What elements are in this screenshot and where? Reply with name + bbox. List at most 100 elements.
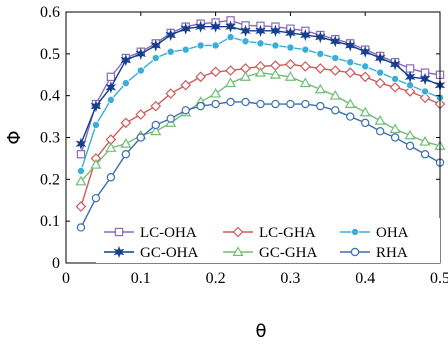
data-point-gc-oha [225, 20, 236, 33]
data-point-rha [405, 141, 415, 151]
legend-marker [232, 226, 244, 238]
legend-item-gc-oha: GC-OHA [104, 245, 198, 261]
data-point-lc-gha [314, 63, 326, 74]
data-point-gc-oha [75, 137, 87, 150]
data-point-oha [76, 166, 85, 175]
data-point-rha [91, 193, 101, 203]
data-point-lc-gha [285, 58, 296, 70]
x-tick-label: 0.3 [280, 270, 300, 287]
data-point-lc-gha [120, 117, 132, 129]
data-point-oha [196, 41, 205, 50]
data-point-gc-oha [120, 53, 132, 67]
data-point-gc-oha [210, 20, 221, 33]
data-point-rha [331, 106, 340, 115]
data-point-gc-oha [135, 47, 147, 60]
data-point-gc-oha [315, 30, 326, 44]
data-point-rha [420, 150, 430, 159]
data-point-gc-oha [255, 24, 266, 37]
legend-marker [113, 245, 125, 259]
series-lc-oha [76, 16, 445, 159]
data-point-oha [391, 74, 400, 83]
series-rha [76, 97, 445, 232]
legend-marker [232, 246, 244, 256]
legend-label: OHA [376, 225, 409, 241]
data-point-lc-oha [76, 150, 86, 159]
data-point-gc-oha [270, 24, 281, 37]
data-point-oha [316, 49, 325, 58]
legend-item-lc-oha: LC-OHA [104, 225, 197, 241]
data-point-rha [151, 120, 160, 130]
data-point-gc-oha [165, 28, 177, 42]
data-point-rha [375, 127, 385, 136]
data-point-rha [301, 99, 310, 109]
data-point-gc-gha [404, 129, 416, 140]
x-axis-label: θ [255, 321, 266, 342]
data-point-gc-gha [389, 123, 401, 134]
series-line-rha [80, 101, 441, 228]
data-point-rha [211, 99, 220, 109]
data-point-gc-oha [105, 81, 117, 94]
legend-marker [114, 227, 124, 237]
data-point-gc-oha [344, 39, 356, 52]
legend-label: LC-OHA [140, 225, 197, 241]
data-point-oha [226, 33, 235, 42]
data-point-lc-gha [300, 61, 311, 72]
data-point-gc-oha [150, 39, 162, 52]
data-point-oha [346, 58, 355, 67]
data-point-lc-gha [374, 77, 386, 89]
data-point-gc-oha [359, 45, 371, 58]
legend-item-oha: OHA [340, 225, 409, 241]
data-point-oha [376, 68, 385, 77]
data-point-gc-gha [284, 71, 296, 81]
data-point-rha [226, 97, 235, 107]
data-point-gc-oha [195, 20, 206, 33]
data-point-rha [166, 114, 175, 123]
legend-label: RHA [376, 245, 408, 261]
data-point-oha [256, 39, 265, 48]
data-point-gc-gha [105, 142, 117, 152]
y-tick-label: 0.1 [40, 213, 60, 230]
series-gc-oha [75, 20, 446, 150]
data-point-lc-gha [344, 67, 356, 79]
x-tick-label: 0.5 [430, 270, 448, 287]
data-point-rha [271, 99, 280, 109]
data-point-lc-gha [180, 79, 192, 91]
data-point-rha [181, 106, 190, 115]
data-point-gc-gha [90, 158, 102, 169]
data-point-gc-oha [329, 35, 341, 48]
data-point-lc-gha [210, 66, 221, 78]
data-point-gc-oha [404, 70, 416, 83]
data-point-gc-gha [210, 87, 222, 98]
data-point-lc-gha [75, 201, 87, 212]
data-point-gc-oha [389, 58, 401, 71]
series-lc-gha [75, 58, 446, 212]
data-point-gc-gha [239, 71, 252, 81]
data-point-rha [316, 101, 325, 111]
legend-label: LC-GHA [259, 225, 316, 241]
data-point-oha [166, 47, 175, 56]
data-point-gc-gha [329, 89, 341, 100]
data-point-rha [76, 223, 86, 232]
data-point-gc-oha [300, 28, 311, 42]
data-point-gc-gha [120, 138, 132, 148]
data-point-oha [136, 66, 145, 75]
data-point-gc-gha [150, 125, 162, 136]
data-point-lc-gha [359, 71, 371, 83]
data-point-lc-gha [195, 71, 206, 83]
data-point-oha [241, 37, 250, 46]
legend-item-lc-gha: LC-GHA [223, 225, 316, 241]
data-point-lc-gha [404, 86, 416, 97]
data-point-oha [151, 54, 160, 63]
data-point-gc-gha [344, 98, 356, 109]
data-point-lc-gha [270, 60, 281, 71]
x-tick-label: 0.4 [355, 270, 375, 287]
legend-marker [350, 227, 359, 236]
data-point-oha [211, 41, 220, 50]
data-point-oha [91, 120, 100, 129]
legend-item-gc-gha: GC-GHA [223, 245, 317, 261]
y-tick-label: 0.4 [40, 88, 60, 105]
data-point-gc-oha [419, 72, 431, 86]
data-point-lc-gha [225, 65, 236, 76]
data-point-rha [286, 99, 295, 109]
